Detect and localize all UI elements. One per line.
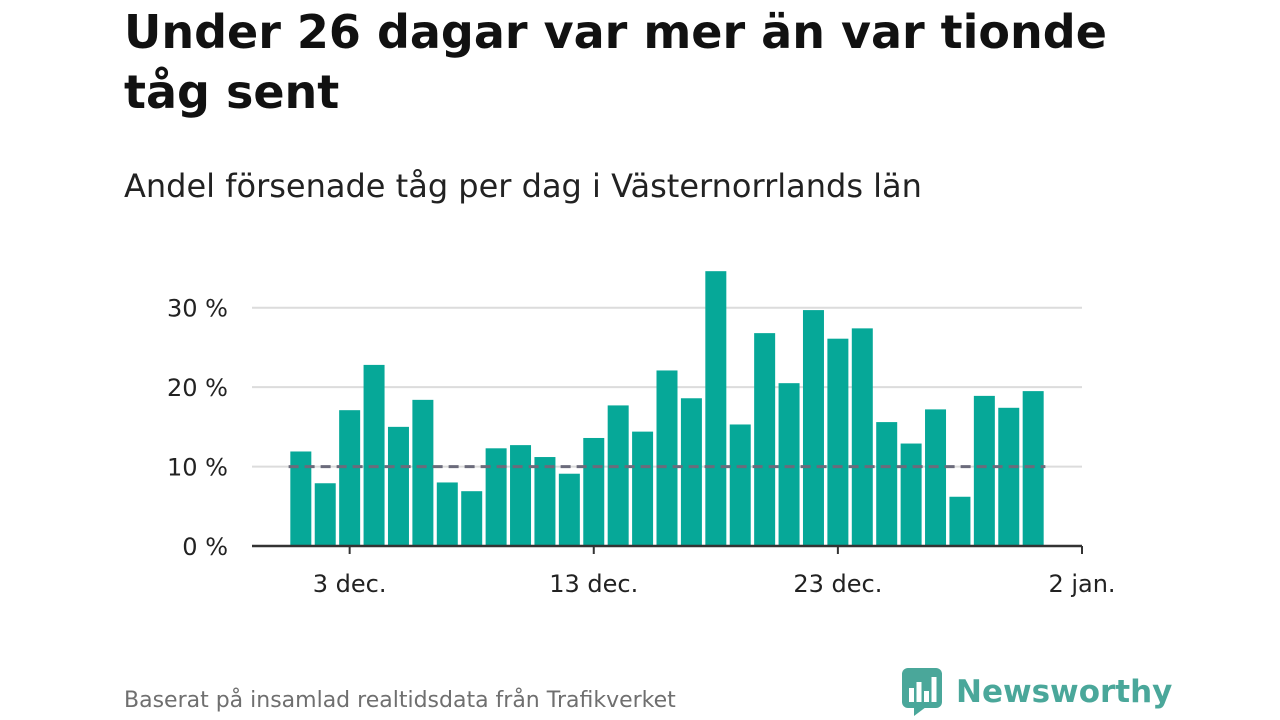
bar <box>827 338 849 546</box>
bar <box>485 448 507 546</box>
bar <box>290 451 312 546</box>
bar <box>461 491 483 546</box>
bar <box>925 409 947 546</box>
y-tick-label: 10 % <box>167 454 228 482</box>
bar <box>705 271 727 546</box>
bar <box>510 445 532 546</box>
x-tick-label: 2 jan. <box>1048 570 1115 598</box>
bar <box>534 457 556 546</box>
bar <box>558 473 580 546</box>
bar <box>339 410 361 546</box>
bar <box>412 399 434 546</box>
bar <box>729 424 751 546</box>
y-tick-label: 20 % <box>167 374 228 402</box>
bar <box>998 407 1020 546</box>
y-tick-label: 30 % <box>167 295 228 323</box>
bar <box>900 443 922 546</box>
bar <box>583 437 605 546</box>
bar <box>607 405 629 546</box>
bar <box>802 310 824 546</box>
chart-subtitle: Andel försenade tåg per dag i Västernorr… <box>124 167 922 205</box>
bar-chart-speech-bubble-icon <box>902 668 942 716</box>
brand-name: Newsworthy <box>956 674 1173 710</box>
bar <box>1022 391 1044 546</box>
bar <box>876 422 898 546</box>
bar <box>754 333 776 546</box>
bar <box>973 395 995 546</box>
brand-logo-block[interactable]: Newsworthy <box>902 668 1172 716</box>
y-tick-label: 0 % <box>182 533 228 561</box>
x-tick-label: 23 dec. <box>793 570 882 598</box>
chart-title: Under 26 dagar var mer än var tionde tåg… <box>124 5 1107 119</box>
bar <box>632 431 654 546</box>
x-tick-label: 13 dec. <box>549 570 638 598</box>
source-note: Baserat på insamlad realtidsdata från Tr… <box>124 688 676 713</box>
bar <box>680 398 702 546</box>
bar <box>851 328 873 546</box>
bar <box>778 383 800 546</box>
bar <box>387 426 409 546</box>
bar <box>314 483 336 546</box>
x-tick-label: 3 dec. <box>313 570 387 598</box>
bar <box>436 482 458 546</box>
bar <box>949 496 971 546</box>
bar <box>656 370 678 546</box>
bar <box>363 364 385 546</box>
